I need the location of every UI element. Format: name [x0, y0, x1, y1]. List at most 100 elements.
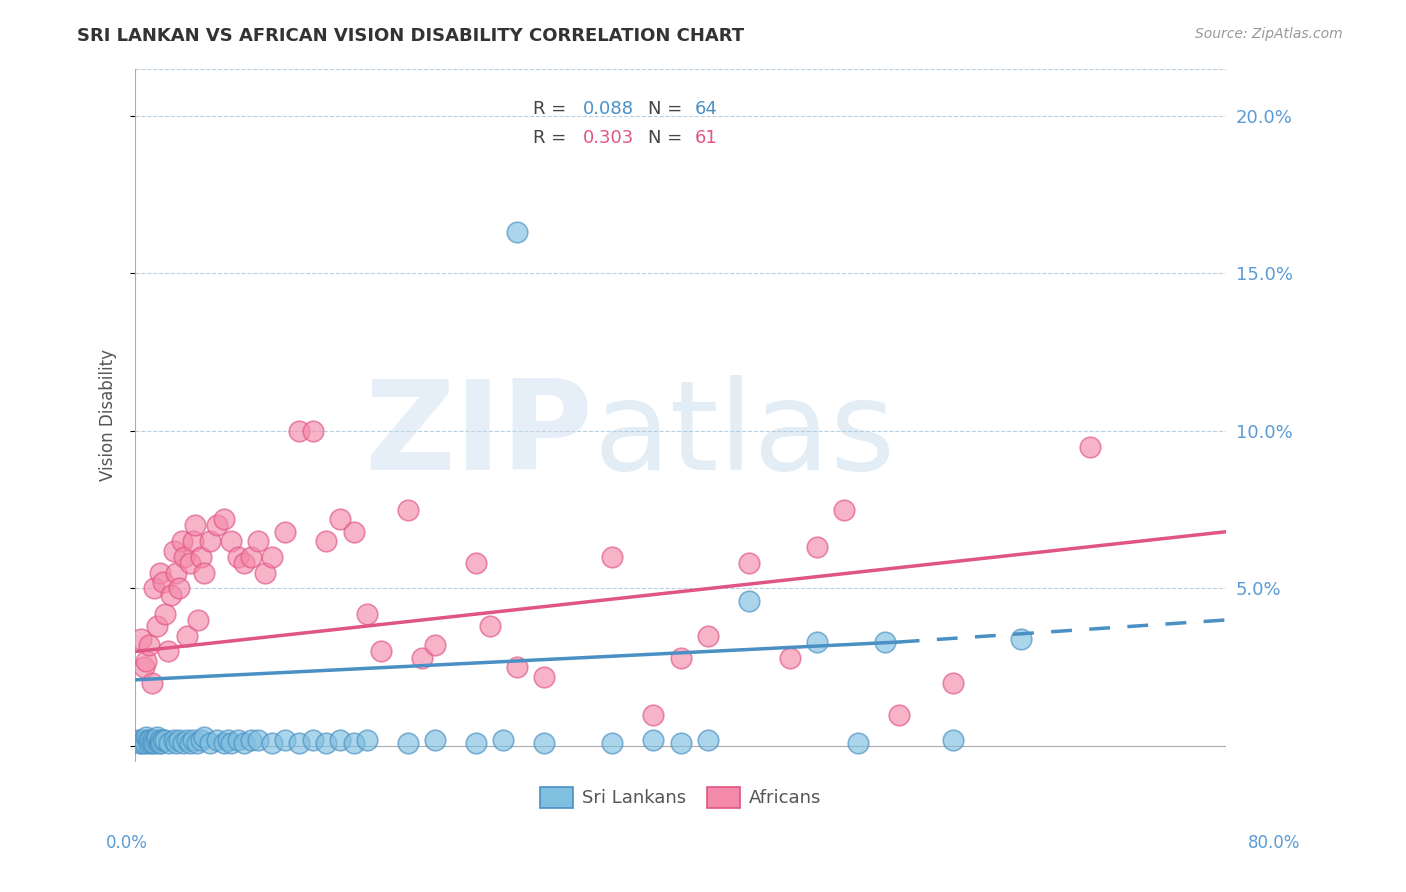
- Point: [152, 732, 174, 747]
- Point: [167, 732, 190, 747]
- Point: [274, 732, 297, 747]
- Point: [165, 736, 187, 750]
- Point: [172, 736, 194, 750]
- Point: [173, 549, 195, 564]
- Point: [135, 730, 157, 744]
- Point: [193, 730, 215, 744]
- Point: [696, 629, 718, 643]
- Point: [288, 736, 311, 750]
- Text: 61: 61: [695, 128, 717, 147]
- Point: [132, 732, 155, 747]
- Point: [181, 732, 204, 747]
- Point: [190, 732, 212, 747]
- Point: [738, 594, 761, 608]
- Point: [465, 736, 488, 750]
- Point: [506, 226, 529, 240]
- Point: [274, 524, 297, 539]
- Point: [396, 502, 419, 516]
- Text: 0.303: 0.303: [582, 128, 634, 147]
- Point: [186, 736, 208, 750]
- Point: [643, 732, 665, 747]
- Point: [131, 736, 153, 750]
- Point: [160, 588, 183, 602]
- Point: [260, 736, 283, 750]
- Text: 0.0%: 0.0%: [105, 834, 148, 852]
- Point: [181, 534, 204, 549]
- Point: [179, 556, 201, 570]
- Point: [200, 736, 222, 750]
- Point: [411, 650, 433, 665]
- Point: [342, 524, 364, 539]
- Point: [217, 732, 239, 747]
- Point: [162, 732, 184, 747]
- Point: [506, 660, 529, 674]
- Point: [887, 707, 910, 722]
- Point: [148, 736, 170, 750]
- Point: [738, 556, 761, 570]
- Point: [370, 644, 392, 658]
- Point: [356, 732, 378, 747]
- Point: [132, 660, 155, 674]
- Point: [155, 732, 177, 747]
- Point: [832, 502, 855, 516]
- Point: [315, 534, 337, 549]
- Point: [150, 736, 173, 750]
- Point: [301, 732, 323, 747]
- Point: [669, 736, 692, 750]
- Point: [643, 707, 665, 722]
- Text: ZIP: ZIP: [364, 376, 593, 497]
- Point: [138, 638, 160, 652]
- Point: [205, 518, 228, 533]
- Point: [253, 566, 276, 580]
- Point: [143, 582, 166, 596]
- Point: [134, 736, 156, 750]
- Point: [167, 582, 190, 596]
- Point: [233, 736, 256, 750]
- Point: [846, 736, 869, 750]
- Point: [226, 549, 249, 564]
- Y-axis label: Vision Disability: Vision Disability: [100, 349, 117, 481]
- Text: 64: 64: [695, 100, 717, 118]
- Point: [176, 732, 198, 747]
- Text: 0.088: 0.088: [582, 100, 634, 118]
- Point: [176, 629, 198, 643]
- Point: [212, 736, 235, 750]
- Point: [146, 730, 169, 744]
- Point: [205, 732, 228, 747]
- Point: [240, 732, 263, 747]
- Point: [129, 732, 152, 747]
- Point: [806, 635, 828, 649]
- Point: [533, 736, 555, 750]
- Point: [141, 736, 163, 750]
- Point: [875, 635, 897, 649]
- Point: [141, 676, 163, 690]
- Point: [184, 518, 207, 533]
- Point: [179, 736, 201, 750]
- Point: [170, 534, 193, 549]
- Point: [602, 549, 624, 564]
- Point: [288, 424, 311, 438]
- Text: Source: ZipAtlas.com: Source: ZipAtlas.com: [1195, 27, 1343, 41]
- Point: [301, 424, 323, 438]
- Point: [149, 732, 172, 747]
- Point: [1010, 632, 1032, 646]
- Point: [146, 619, 169, 633]
- Point: [162, 543, 184, 558]
- Point: [145, 732, 167, 747]
- Text: 80.0%: 80.0%: [1249, 834, 1301, 852]
- Point: [136, 732, 159, 747]
- Point: [942, 732, 965, 747]
- Text: N =: N =: [648, 128, 688, 147]
- Point: [779, 650, 801, 665]
- Point: [492, 732, 515, 747]
- Point: [942, 676, 965, 690]
- Point: [1078, 440, 1101, 454]
- Point: [329, 512, 352, 526]
- Text: R =: R =: [533, 100, 572, 118]
- Point: [356, 607, 378, 621]
- Point: [193, 566, 215, 580]
- Point: [696, 732, 718, 747]
- Point: [155, 607, 177, 621]
- Point: [329, 732, 352, 747]
- Point: [478, 619, 501, 633]
